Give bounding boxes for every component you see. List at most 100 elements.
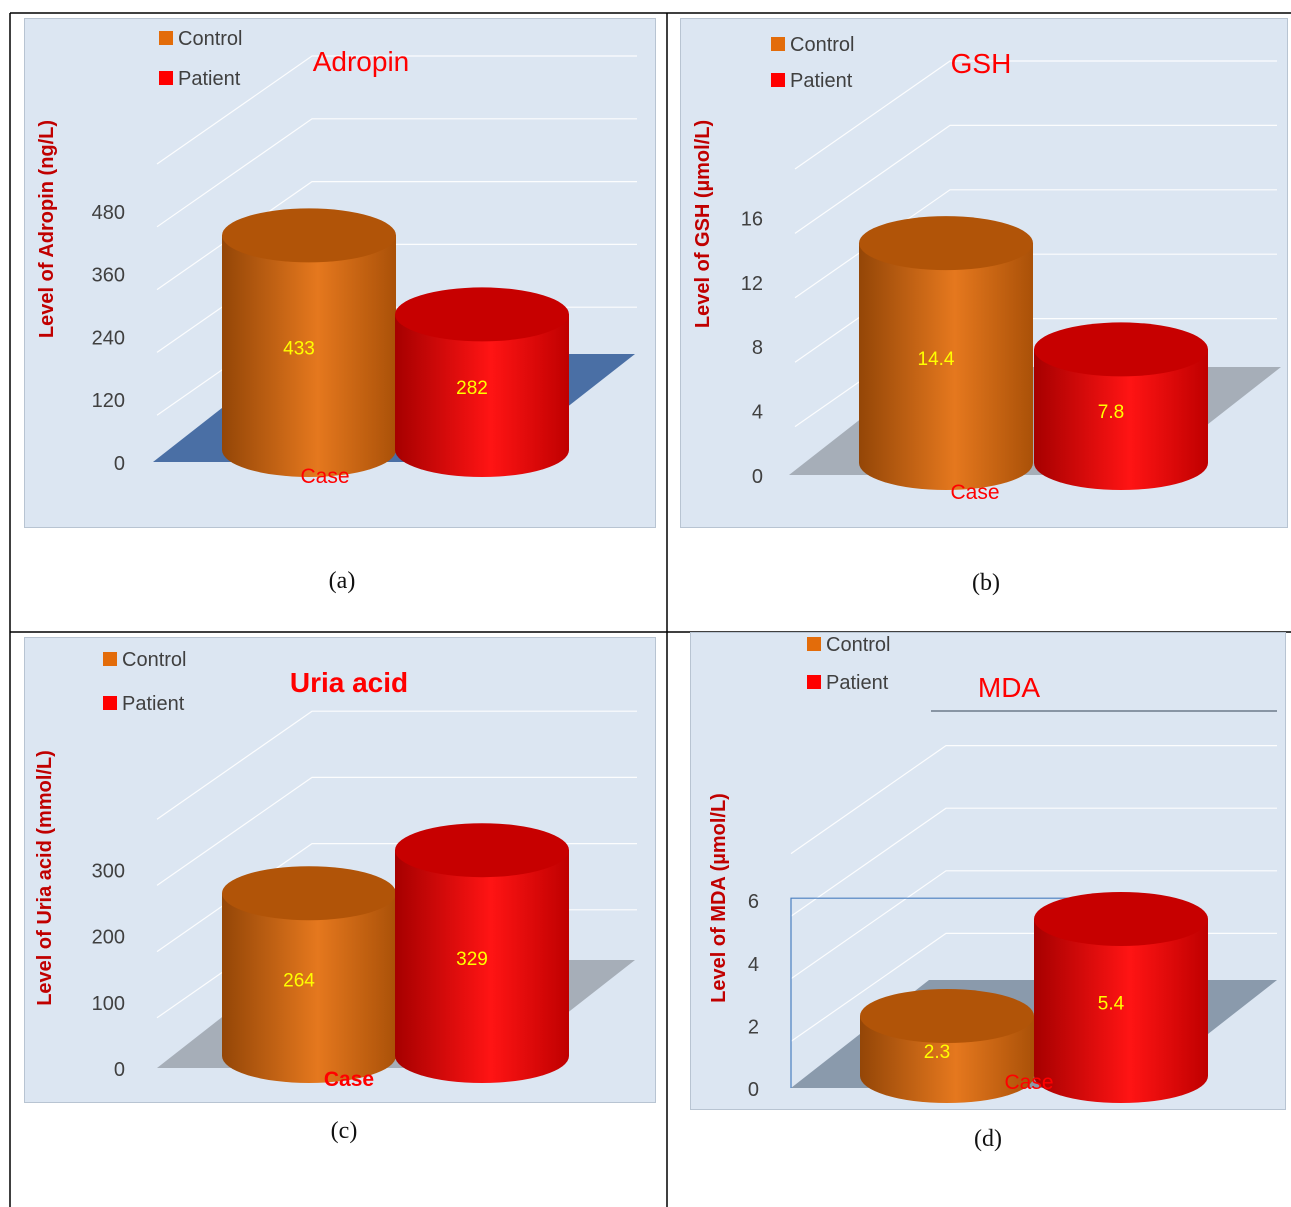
chart-panel-uria-acid: 0 100 200 300 264 329 Control Patient Uria acid L…	[24, 637, 656, 1103]
legend-label: Control	[122, 649, 186, 671]
bar-body	[1034, 349, 1208, 490]
legend-swatch-control	[159, 31, 173, 45]
bar-control	[859, 216, 1033, 490]
gridline	[794, 189, 1277, 299]
chart-svg-mda: 0 2 4 6 2.3 5.4 Control Patient MDA Level of MDA …	[708, 634, 1277, 1103]
chart-panel-mda: 0 2 4 6 2.3 5.4 Control Patient MDA Level of MDA …	[690, 632, 1286, 1110]
legend-label: Patient	[122, 693, 185, 715]
y-tick-label: 6	[748, 891, 759, 913]
back-wall-line	[790, 897, 1137, 1088]
bar-patient	[395, 823, 569, 1083]
legend-swatch-control	[807, 637, 821, 651]
legend-label: Control	[826, 634, 890, 656]
x-axis-label: Case	[324, 1068, 374, 1091]
y-tick-label: 12	[741, 273, 763, 295]
gridline	[156, 118, 637, 228]
bar-patient	[1034, 322, 1208, 490]
legend-swatch-patient	[159, 71, 173, 85]
y-axis-label: Level of GSH (µmol/L)	[692, 120, 714, 328]
y-tick-label: 8	[752, 337, 763, 359]
bar-body	[859, 243, 1033, 490]
chart-svg-adropin: 0 120 240 360 480 433 282 Control Patient Adropin…	[36, 28, 637, 488]
caption-a: (a)	[328, 568, 356, 594]
x-axis-label: Case	[1004, 1071, 1053, 1094]
x-axis-label: Case	[300, 465, 349, 488]
y-tick-label: 16	[741, 208, 763, 230]
caption-c: (c)	[330, 1118, 358, 1144]
legend-label: Patient	[826, 672, 889, 694]
y-tick-label: 0	[752, 466, 763, 488]
gridline	[790, 870, 1277, 980]
bar-body	[395, 314, 569, 477]
gridline	[794, 60, 1277, 170]
bar-body	[222, 235, 396, 477]
y-tick-label: 0	[748, 1079, 759, 1101]
chart-svg-gsh: 0 4 8 12 16 14.4 7.8 Control Patient GSH Level of …	[692, 34, 1281, 504]
bar-body	[1034, 918, 1208, 1103]
y-tick-label: 200	[92, 927, 125, 949]
legend-label: Control	[790, 34, 854, 56]
caption-b: (b)	[972, 570, 1000, 596]
legend-label: Patient	[178, 68, 241, 90]
y-tick-label: 2	[748, 1016, 759, 1038]
chart-title: GSH	[951, 48, 1012, 79]
gridline	[156, 776, 637, 886]
y-axis-label: Level of Uria acid (mmol/L)	[34, 750, 56, 1006]
chart-panel-gsh: 0 4 8 12 16 14.4 7.8 Control Patient GSH Level of …	[680, 18, 1288, 528]
legend-label: Control	[178, 28, 242, 50]
legend-swatch-patient	[771, 73, 785, 87]
chart-title: Adropin	[313, 46, 410, 77]
bar-control	[222, 208, 396, 477]
legend-swatch-patient	[103, 696, 117, 710]
data-label: 329	[456, 949, 488, 970]
chart-panel-adropin: 0 120 240 360 480 433 282 Control Patient Adropin…	[24, 18, 656, 528]
bar-top	[222, 208, 396, 263]
gridline	[156, 710, 637, 820]
gridline	[156, 55, 637, 165]
y-tick-label: 4	[752, 402, 763, 424]
legend-label: Patient	[790, 70, 853, 92]
bar-top	[395, 823, 569, 878]
chart-title: Uria acid	[290, 667, 408, 698]
y-tick-label: 240	[92, 327, 125, 349]
y-axis-label: Level of MDA (µmol/L)	[708, 793, 730, 1003]
bar-control	[860, 989, 1034, 1103]
y-tick-label: 100	[92, 993, 125, 1015]
bar-top	[222, 866, 396, 921]
y-tick-label: 480	[92, 202, 125, 224]
bar-top	[859, 216, 1033, 271]
y-tick-label: 360	[92, 265, 125, 287]
data-label: 7.8	[1098, 402, 1124, 423]
data-label: 5.4	[1098, 993, 1125, 1014]
bar-body	[222, 893, 396, 1083]
bar-body	[395, 850, 569, 1083]
y-axis-label: Level of Adropin (ng/L)	[36, 120, 58, 338]
legend-swatch-control	[103, 652, 117, 666]
x-axis-label: Case	[950, 481, 999, 504]
gridline	[790, 807, 1277, 917]
data-label: 264	[283, 971, 315, 992]
bar-top	[1034, 891, 1208, 946]
data-label: 433	[283, 339, 315, 360]
y-tick-label: 0	[114, 1059, 125, 1081]
legend-swatch-control	[771, 37, 785, 51]
y-tick-label: 300	[92, 860, 125, 882]
bar-top	[395, 287, 569, 342]
gridline	[156, 181, 637, 291]
legend-swatch-patient	[807, 675, 821, 689]
chart-svg-uria-acid: 0 100 200 300 264 329 Control Patient Uria acid L…	[34, 649, 637, 1091]
y-tick-label: 0	[114, 453, 125, 475]
bar-patient	[395, 287, 569, 477]
gridline	[794, 124, 1277, 234]
data-label: 14.4	[918, 349, 955, 370]
chart-title: MDA	[978, 672, 1041, 703]
caption-d: (d)	[974, 1126, 1002, 1152]
bar-top	[1034, 322, 1208, 377]
gridline	[790, 745, 1277, 855]
y-tick-label: 4	[748, 954, 759, 976]
bar-top	[860, 989, 1034, 1044]
y-tick-label: 120	[92, 390, 125, 412]
data-label: 282	[456, 378, 488, 399]
data-label: 2.3	[924, 1042, 950, 1063]
bar-patient	[1034, 891, 1208, 1103]
